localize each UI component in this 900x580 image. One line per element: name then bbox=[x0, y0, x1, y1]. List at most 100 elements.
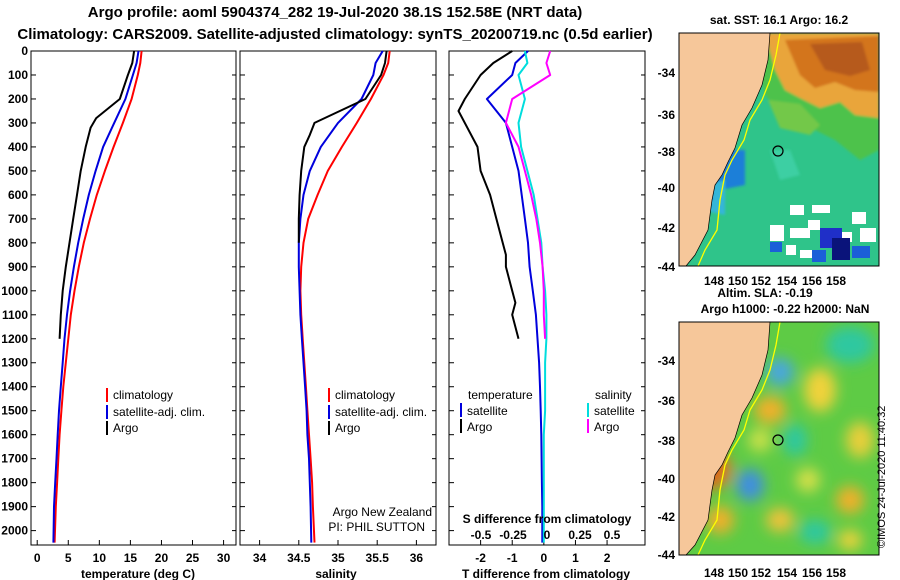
lon-tick: 158 bbox=[826, 274, 846, 288]
salinity-axis-label: salinity bbox=[315, 567, 357, 580]
legend-label-climatology: climatology bbox=[113, 388, 173, 402]
lon-tick: 154 bbox=[777, 274, 797, 288]
difference-panel: -2 -1 0 1 2 bbox=[448, 50, 646, 565]
lon-tick: 152 bbox=[751, 566, 771, 580]
lat-tick: -44 bbox=[658, 548, 676, 562]
lat-tick: -38 bbox=[658, 145, 676, 159]
lon-tick: 150 bbox=[728, 566, 748, 580]
sst-map bbox=[679, 33, 879, 266]
sla-lon-ticks: 148 150 152 154 156 158 bbox=[704, 566, 846, 580]
salinity-legend: climatology satellite-adj. clim. Argo Ar… bbox=[328, 388, 432, 534]
sla-map bbox=[679, 322, 879, 555]
lat-tick: -36 bbox=[658, 394, 676, 408]
sla-map-title-line2: Argo h1000: -0.22 h2000: NaN bbox=[701, 302, 870, 316]
depth-tick-label: 1500 bbox=[1, 404, 28, 418]
series-line-climatology bbox=[53, 50, 143, 543]
lat-tick: -44 bbox=[658, 260, 676, 274]
lat-tick: -42 bbox=[658, 221, 676, 235]
x-tick-label: -2 bbox=[475, 551, 486, 565]
x-tick-label: 0 bbox=[540, 551, 547, 565]
legend-label-satellite: satellite-adj. clim. bbox=[113, 405, 205, 419]
x-tick-label: 35 bbox=[331, 551, 345, 565]
series-line-s-argo bbox=[504, 50, 552, 339]
temperature-legend: climatology satellite-adj. clim. Argo bbox=[106, 388, 205, 435]
legend-label-satellite: satellite-adj. clim. bbox=[335, 405, 427, 419]
s-difference-ticks: -0.5 -0.25 0 0.25 0.5 bbox=[471, 528, 621, 542]
series-line-argo bbox=[58, 50, 136, 339]
sla-map-frame bbox=[678, 321, 880, 556]
sst-map-title: sat. SST: 16.1 Argo: 16.2 bbox=[710, 13, 849, 27]
lat-tick: -34 bbox=[658, 354, 676, 368]
depth-tick-label: 400 bbox=[8, 140, 28, 154]
depth-tick-label: 600 bbox=[8, 188, 28, 202]
lon-tick: 150 bbox=[728, 274, 748, 288]
sla-lat-ticks: -34 -36 -38 -40 -42 -44 bbox=[658, 354, 676, 562]
depth-tick-label: 2000 bbox=[1, 524, 28, 538]
series-line-t-argo bbox=[457, 50, 520, 340]
pi-note: PI: PHIL SUTTON bbox=[328, 520, 425, 534]
sst-lat-ticks: -34 -36 -38 -40 -42 -44 bbox=[658, 66, 676, 274]
s-difference-axis-label: S difference from climatology bbox=[463, 512, 632, 526]
x-tick-label: 1 bbox=[572, 551, 579, 565]
legend-label-s-argo: Argo bbox=[594, 420, 620, 434]
depth-tick-label: 1300 bbox=[1, 356, 28, 370]
sst-map-frame bbox=[678, 32, 880, 267]
lat-tick: -42 bbox=[658, 510, 676, 524]
series-line-argo bbox=[297, 50, 388, 243]
legend-label-argo: Argo bbox=[335, 421, 361, 435]
x-tick-label: 0 bbox=[34, 551, 41, 565]
legend-label-s-satellite: satellite bbox=[594, 404, 635, 418]
depth-tick-label: 200 bbox=[8, 92, 28, 106]
imos-stamp-text: ©IMOS 24-Jul-2020 11:40:32 bbox=[876, 405, 888, 548]
lon-tick: 148 bbox=[704, 274, 724, 288]
argo-position-marker bbox=[772, 145, 784, 157]
x-tick-label: 10 bbox=[93, 551, 107, 565]
lon-tick: 148 bbox=[704, 566, 724, 580]
depth-tick-label: 300 bbox=[8, 116, 28, 130]
s-tick: 0.25 bbox=[568, 528, 592, 542]
depth-tick-label: 1900 bbox=[1, 500, 28, 514]
sla-map-title-line1: Altim. SLA: -0.19 bbox=[717, 286, 813, 300]
sst-lon-ticks: 148 150 152 154 156 158 bbox=[704, 274, 846, 288]
depth-tick-label: 1700 bbox=[1, 452, 28, 466]
s-tick: -0.5 bbox=[471, 528, 492, 542]
x-tick-label: 2 bbox=[604, 551, 611, 565]
lat-tick: -36 bbox=[658, 108, 676, 122]
legend-title-salinity: salinity bbox=[595, 388, 632, 402]
s-tick: 0 bbox=[544, 528, 551, 542]
legend-label-t-satellite: satellite bbox=[467, 404, 508, 418]
lon-tick: 156 bbox=[802, 274, 822, 288]
series-line-t-satellite bbox=[485, 50, 544, 543]
series-line-satellite-adj-clim- bbox=[52, 50, 140, 543]
legend-label-t-argo: Argo bbox=[467, 420, 493, 434]
t-difference-axis-label: T difference from climatology bbox=[462, 567, 630, 580]
x-tick-label: 20 bbox=[155, 551, 169, 565]
depth-tick-label: 1400 bbox=[1, 380, 28, 394]
axes-frame bbox=[239, 50, 437, 546]
legend-title-temperature: temperature bbox=[468, 388, 533, 402]
axes-frame bbox=[448, 50, 646, 546]
series-line-satellite-adj-clim- bbox=[297, 50, 384, 543]
depth-tick-label: 1600 bbox=[1, 428, 28, 442]
lat-tick: -40 bbox=[658, 181, 676, 195]
depth-tick-label: 1100 bbox=[2, 308, 28, 322]
x-tick-label: 36 bbox=[410, 551, 424, 565]
depth-tick-label: 100 bbox=[8, 68, 28, 82]
temperature-panel: 0 5 10 15 20 25 30 bbox=[30, 50, 237, 565]
x-tick-label: 34 bbox=[253, 551, 267, 565]
depth-tick-label: 700 bbox=[8, 212, 28, 226]
series-line-climatology bbox=[299, 50, 391, 543]
x-tick-label: 5 bbox=[65, 551, 72, 565]
s-tick: -0.25 bbox=[499, 528, 527, 542]
depth-tick-label: 1000 bbox=[1, 284, 28, 298]
x-tick-label: 25 bbox=[186, 551, 200, 565]
depth-tick-label: 1800 bbox=[1, 476, 28, 490]
lat-tick: -38 bbox=[658, 434, 676, 448]
x-tick-label: -1 bbox=[507, 551, 518, 565]
salinity-panel: 34 34.5 35 35.5 36 bbox=[239, 50, 437, 565]
depth-tick-label: 800 bbox=[8, 236, 28, 250]
lat-tick: -40 bbox=[658, 472, 676, 486]
lon-tick: 154 bbox=[777, 566, 797, 580]
legend-label-climatology: climatology bbox=[335, 388, 395, 402]
